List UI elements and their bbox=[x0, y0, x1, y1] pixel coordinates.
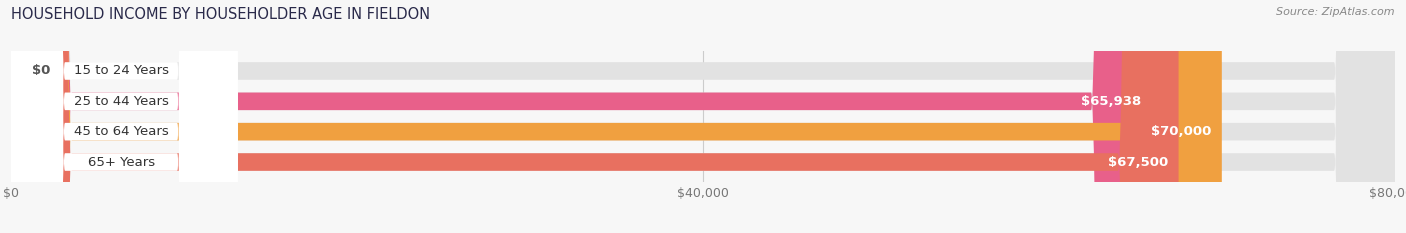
Text: $65,938: $65,938 bbox=[1081, 95, 1142, 108]
FancyBboxPatch shape bbox=[4, 0, 238, 233]
Text: HOUSEHOLD INCOME BY HOUSEHOLDER AGE IN FIELDON: HOUSEHOLD INCOME BY HOUSEHOLDER AGE IN F… bbox=[11, 7, 430, 22]
Text: 65+ Years: 65+ Years bbox=[87, 155, 155, 168]
Text: $70,000: $70,000 bbox=[1152, 125, 1212, 138]
Text: $67,500: $67,500 bbox=[1108, 155, 1168, 168]
FancyBboxPatch shape bbox=[4, 0, 238, 233]
FancyBboxPatch shape bbox=[11, 0, 1152, 233]
Text: Source: ZipAtlas.com: Source: ZipAtlas.com bbox=[1277, 7, 1395, 17]
FancyBboxPatch shape bbox=[11, 0, 1395, 233]
FancyBboxPatch shape bbox=[11, 0, 1395, 233]
FancyBboxPatch shape bbox=[4, 0, 238, 233]
FancyBboxPatch shape bbox=[4, 0, 238, 233]
Text: $0: $0 bbox=[32, 65, 51, 78]
FancyBboxPatch shape bbox=[11, 0, 1395, 233]
Text: 15 to 24 Years: 15 to 24 Years bbox=[73, 65, 169, 78]
FancyBboxPatch shape bbox=[11, 0, 1222, 233]
FancyBboxPatch shape bbox=[11, 0, 1395, 233]
FancyBboxPatch shape bbox=[11, 0, 1178, 233]
Text: 45 to 64 Years: 45 to 64 Years bbox=[73, 125, 169, 138]
Text: 25 to 44 Years: 25 to 44 Years bbox=[73, 95, 169, 108]
